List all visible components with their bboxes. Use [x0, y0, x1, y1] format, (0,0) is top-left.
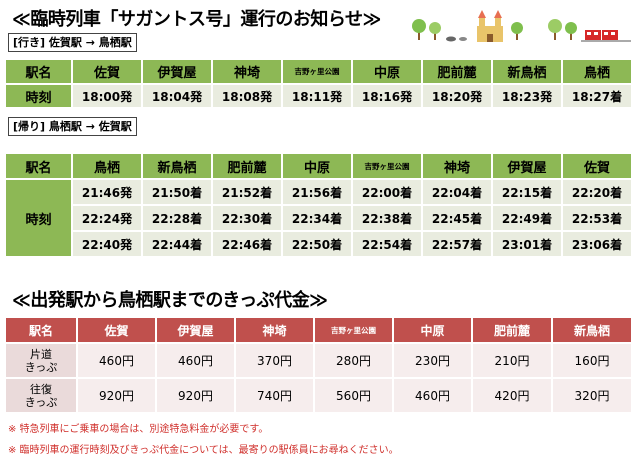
fare-station-name-cell: 新鳥栖	[552, 318, 633, 344]
train-icon	[581, 30, 631, 42]
time-cell: 23:01着	[492, 231, 563, 258]
station-name-cell: 神埼	[212, 60, 283, 85]
time-cell: 23:06着	[562, 231, 633, 258]
station-name-cell: 伊賀屋	[142, 60, 213, 85]
station-name-cell: 吉野ヶ里公園	[352, 154, 423, 180]
time-cell: 21:46発	[72, 179, 143, 206]
time-cell: 22:46着	[212, 231, 283, 258]
time-cell: 22:15着	[492, 179, 563, 206]
roundtrip-label-line2: きっぷ	[24, 395, 58, 409]
time-cell: 22:45着	[422, 205, 493, 232]
time-cell: 18:16発	[352, 84, 423, 109]
time-cell: 22:24発	[72, 205, 143, 232]
time-cell: 18:04発	[142, 84, 213, 109]
fare-cell: 420円	[472, 378, 553, 414]
fare-cell: 920円	[156, 378, 236, 414]
note-limited-express: ※ 特急列車にご乗車の場合は、別途特急料金が必要です。	[8, 424, 269, 435]
outbound-direction-label: [行き] 佐賀駅 → 鳥栖駅	[8, 33, 137, 52]
oneway-label-line2: きっぷ	[24, 360, 58, 374]
tree-icon	[548, 19, 562, 40]
time-cell: 18:20発	[422, 84, 493, 109]
time-cell: 21:56着	[282, 179, 353, 206]
note-inquiry: ※ 臨時列車の運行時刻及びきっぷ代金については、最寄りの駅係員にお尋ねください。	[8, 445, 399, 456]
fare-cell: 460円	[393, 378, 473, 414]
station-name-cell: 佐賀	[72, 60, 143, 85]
fare-station-header-cell: 駅名	[6, 318, 78, 344]
station-name-cell: 肥前麓	[212, 154, 283, 180]
time-cell: 18:11発	[282, 84, 353, 109]
fare-cell: 460円	[77, 343, 157, 379]
time-cell: 18:23発	[492, 84, 563, 109]
castle-icon	[477, 10, 503, 42]
outbound-timetable: 駅名 佐賀 伊賀屋 神埼 吉野ヶ里公園 中原 肥前麓 新鳥栖 鳥栖 時刻 18:…	[6, 60, 633, 109]
inbound-direction-label: [帰り] 鳥栖駅 → 佐賀駅	[8, 117, 137, 136]
station-name-cell: 新鳥栖	[142, 154, 213, 180]
fare-station-name-cell: 神埼	[235, 318, 315, 344]
decorative-illustration	[412, 10, 631, 42]
station-name-cell: 鳥栖	[562, 60, 633, 85]
time-cell: 22:50着	[282, 231, 353, 258]
time-cell: 18:08発	[212, 84, 283, 109]
station-name-cell: 中原	[352, 60, 423, 85]
time-cell: 18:27着	[562, 84, 633, 109]
time-cell: 22:38着	[352, 205, 423, 232]
tree-icon	[412, 19, 426, 40]
tree-icon	[511, 22, 523, 40]
fare-station-name-cell: 伊賀屋	[156, 318, 236, 344]
station-name-cell: 肥前麓	[422, 60, 493, 85]
fare-cell: 210円	[472, 343, 553, 379]
time-cell: 22:34着	[282, 205, 353, 232]
oneway-label-line1: 片道	[30, 347, 52, 361]
tree-icon	[565, 22, 577, 40]
section1-title: ≪臨時列車「サガントス号」運行のお知らせ≫	[12, 9, 381, 30]
time-cell: 22:57着	[422, 231, 493, 258]
station-header-cell: 駅名	[6, 60, 73, 85]
fare-cell: 460円	[156, 343, 236, 379]
time-cell: 22:53着	[562, 205, 633, 232]
roundtrip-label-cell: 往復 きっぷ	[6, 378, 78, 414]
roundtrip-label-line1: 往復	[30, 382, 52, 396]
time-cell: 22:54着	[352, 231, 423, 258]
oneway-label-cell: 片道 きっぷ	[6, 343, 78, 379]
fare-cell: 740円	[235, 378, 315, 414]
station-name-cell: 吉野ヶ里公園	[282, 60, 353, 85]
fare-cell: 920円	[77, 378, 157, 414]
station-name-cell: 新鳥栖	[492, 60, 563, 85]
fare-cell: 230円	[393, 343, 473, 379]
fare-table: 駅名 佐賀 伊賀屋 神埼 吉野ヶ里公園 中原 肥前麓 新鳥栖 片道 きっぷ 460…	[6, 318, 633, 414]
fare-station-name-cell: 佐賀	[77, 318, 157, 344]
time-cell: 22:20着	[562, 179, 633, 206]
fare-station-name-cell: 肥前麓	[472, 318, 553, 344]
fare-cell: 560円	[314, 378, 394, 414]
station-name-cell: 鳥栖	[72, 154, 143, 180]
tree-icon	[429, 22, 441, 40]
time-cell: 22:40発	[72, 231, 143, 258]
time-cell: 22:04着	[422, 179, 493, 206]
time-cell: 22:28着	[142, 205, 213, 232]
time-label-cell: 時刻	[6, 179, 73, 258]
inbound-timetable: 駅名 鳥栖 新鳥栖 肥前麓 中原 吉野ヶ里公園 神埼 伊賀屋 佐賀 時刻 21:…	[6, 154, 633, 258]
station-name-cell: 佐賀	[562, 154, 633, 180]
time-cell: 22:44着	[142, 231, 213, 258]
time-label-cell: 時刻	[6, 84, 73, 109]
time-cell: 21:50着	[142, 179, 213, 206]
fare-cell: 160円	[552, 343, 633, 379]
fare-cell: 280円	[314, 343, 394, 379]
station-name-cell: 伊賀屋	[492, 154, 563, 180]
station-name-cell: 中原	[282, 154, 353, 180]
time-cell: 22:30着	[212, 205, 283, 232]
fare-station-name-cell: 吉野ヶ里公園	[314, 318, 394, 344]
section2-title: ≪出発駅から鳥栖駅までのきっぷ代金≫	[12, 290, 328, 311]
time-cell: 21:52着	[212, 179, 283, 206]
fare-station-name-cell: 中原	[393, 318, 473, 344]
animal-icon	[446, 36, 467, 42]
fare-cell: 320円	[552, 378, 633, 414]
station-name-cell: 神埼	[422, 154, 493, 180]
time-cell: 22:49着	[492, 205, 563, 232]
fare-cell: 370円	[235, 343, 315, 379]
station-header-cell: 駅名	[6, 154, 73, 180]
time-cell: 22:00着	[352, 179, 423, 206]
time-cell: 18:00発	[72, 84, 143, 109]
